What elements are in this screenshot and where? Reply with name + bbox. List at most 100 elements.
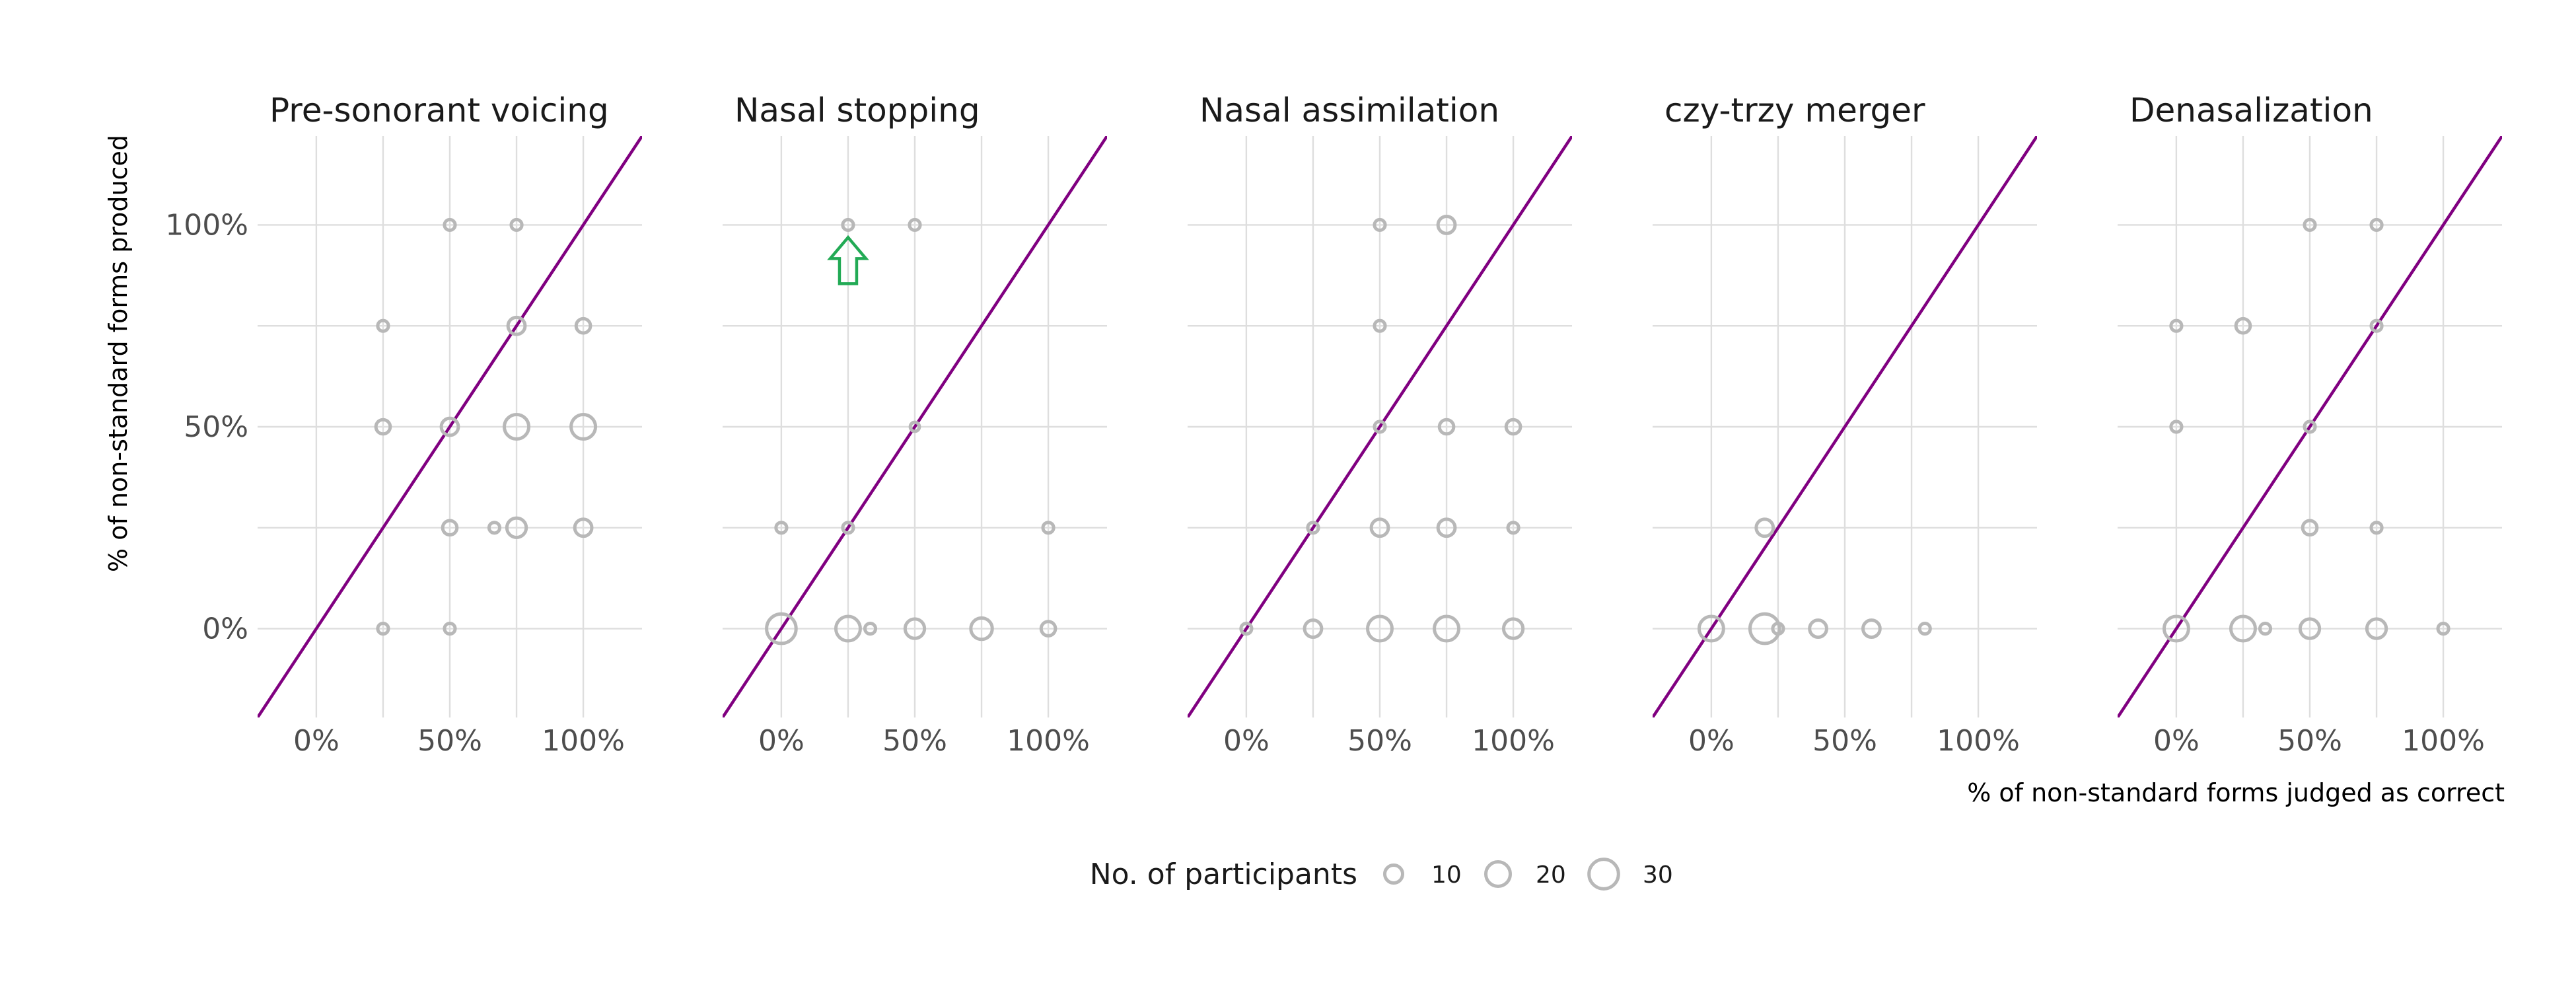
x-tick-label: 100% [542, 724, 625, 758]
data-point [2162, 614, 2190, 643]
panel-title: czy-trzy merger [1664, 91, 1925, 129]
panel-1: Pre-sonorant voicing 0% 50% 100% 0% 50% 100% [165, 91, 642, 758]
data-point [2301, 519, 2319, 537]
data-point [908, 217, 922, 233]
reference-line-group [258, 136, 642, 717]
legend-key-circle [1382, 863, 1405, 885]
x-tick-label: 100% [2402, 724, 2485, 758]
y-tick-label: 0% [202, 612, 248, 646]
panel-title: Nasal stopping [734, 91, 980, 129]
reference-line [2118, 136, 2502, 717]
data-point [1506, 521, 1521, 535]
x-tick-label: 50% [417, 724, 482, 758]
y-tick-label: 100% [165, 208, 248, 242]
data-point [2369, 217, 2384, 233]
panel-title: Nasal assimilation [1199, 91, 1499, 129]
legend-title: No. of participants [1090, 858, 1357, 891]
data-point [1303, 618, 1324, 639]
x-tick-label: 0% [2153, 724, 2200, 758]
data-point [2369, 521, 2384, 535]
data-point [1366, 614, 1394, 643]
data-point [1433, 614, 1461, 643]
data-point [443, 217, 457, 233]
reference-line-group [1188, 136, 1572, 717]
x-tick-label: 100% [1937, 724, 2020, 758]
data-point [1437, 418, 1456, 436]
data-point [903, 617, 927, 640]
data-point [2436, 621, 2451, 636]
data-point [1369, 517, 1390, 538]
data-point [1436, 215, 1457, 235]
reference-line-group [723, 136, 1107, 717]
x-tick-label: 50% [882, 724, 947, 758]
legend-key-label: 30 [1643, 862, 1673, 889]
x-tick-label: 0% [1223, 724, 1270, 758]
data-point [1039, 620, 1057, 638]
legend-key-label: 20 [1536, 862, 1566, 889]
data-point [1239, 621, 1254, 636]
panel-title: Denasalization [2129, 91, 2373, 129]
data-point [2369, 318, 2384, 333]
data-point [2258, 621, 2273, 636]
data-point [1748, 612, 1781, 645]
y-axis-title: % of non-standard forms produced [104, 135, 133, 572]
data-point [509, 217, 524, 233]
data-point [1501, 617, 1525, 640]
data-point [908, 420, 921, 433]
data-point [1861, 618, 1882, 639]
panel-2: Nasal stopping 0% 50% 100% [723, 91, 1107, 758]
data-point [569, 413, 598, 441]
data-point [503, 413, 531, 441]
x-tick-label: 50% [1812, 724, 1877, 758]
legend: No. of participants 10 20 30 [1090, 858, 1673, 891]
reference-line [723, 136, 1107, 717]
reference-line-group [1653, 136, 2037, 717]
x-tick-label: 0% [1688, 724, 1735, 758]
x-tick-label: 0% [758, 724, 805, 758]
data-point [487, 521, 502, 535]
data-point [2169, 420, 2184, 434]
data-point [2303, 420, 2317, 434]
data-point [1041, 521, 1055, 535]
data-point [376, 318, 390, 333]
data-point [2303, 217, 2317, 233]
legend-key-circle [1484, 860, 1512, 888]
data-point [1771, 621, 1785, 636]
data-point [1373, 318, 1387, 333]
reference-line [258, 136, 642, 717]
data-point [1754, 517, 1775, 538]
data-point [374, 418, 392, 436]
data-point [1504, 418, 1522, 436]
y-tick-label: 50% [184, 410, 248, 444]
x-tick-label: 50% [1347, 724, 1412, 758]
data-point [441, 519, 459, 537]
data-point [1306, 521, 1320, 535]
data-point [2229, 614, 2257, 643]
legend-keys: 10 20 30 [1382, 858, 1673, 891]
data-point [969, 616, 994, 642]
data-point [2365, 617, 2388, 640]
data-point [841, 521, 855, 535]
legend-key-label: 10 [1431, 862, 1462, 889]
legend-key-circle [1587, 858, 1620, 891]
data-point [439, 416, 460, 437]
data-point [765, 612, 798, 645]
data-point [376, 621, 390, 636]
reference-line [1653, 136, 2037, 717]
x-axis-title: % of non-standard forms judged as correc… [1967, 778, 2505, 807]
data-point [1436, 517, 1457, 538]
data-point [841, 217, 855, 233]
panel-title: Pre-sonorant voicing [269, 91, 609, 129]
reference-line [1188, 136, 1572, 717]
x-tick-label: 100% [1472, 724, 1555, 758]
reference-line-group [2118, 136, 2502, 717]
data-point [505, 516, 528, 539]
data-point [1697, 614, 1725, 643]
data-point [774, 521, 789, 535]
data-point [863, 621, 878, 636]
data-point [1808, 618, 1828, 639]
data-point [1373, 420, 1387, 434]
panel-5: Denasalization 0% 50% 100% [2118, 91, 2502, 758]
panel-3: Nasal assimilation 0% 50% 100% [1188, 91, 1572, 758]
